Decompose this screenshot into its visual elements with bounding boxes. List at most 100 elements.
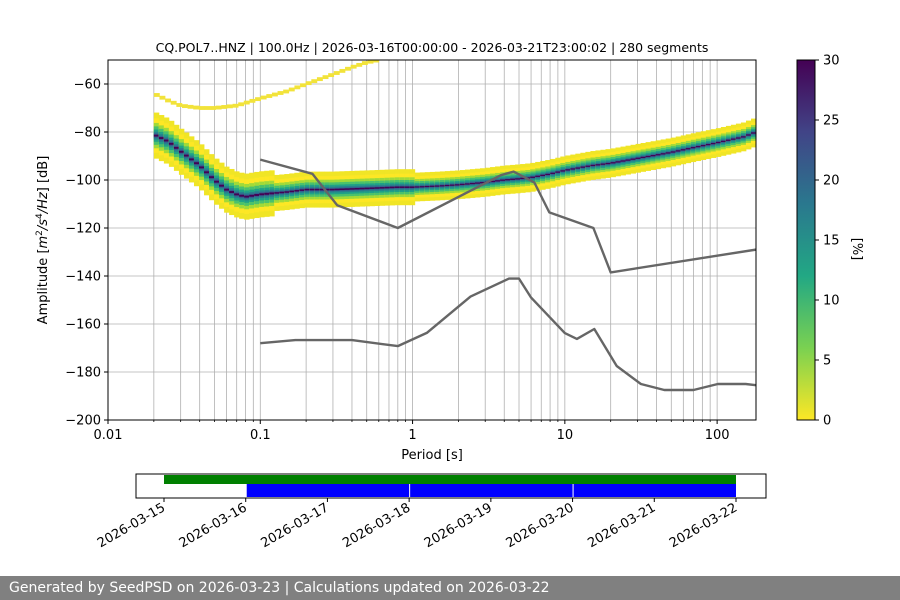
colorbar-tick-label: 10 [823,294,840,309]
heatmap-cell [269,192,275,195]
heatmap-cell [495,180,501,182]
heatmap-cell [339,188,345,191]
heatmap-cell [266,94,273,98]
heatmap-cell [424,185,431,188]
heatmap-cell [505,179,511,181]
heatmap-cell [429,185,436,187]
heatmap-cell [520,177,526,180]
heatmap-cell [359,187,365,190]
heatmap-cell [319,188,325,191]
heatmap-cell [328,73,335,78]
heatmap-cell [685,148,692,150]
y-tick-label: −120 [65,222,101,237]
heatmap-cell [670,151,677,153]
heatmap-cell [469,182,476,185]
heatmap-cell [735,137,742,139]
heatmap-cell [625,159,631,161]
availability-bar [164,475,736,484]
heatmap-cell [181,104,188,109]
x-axis-label: Period [s] [401,448,463,463]
heatmap-cell [715,141,722,144]
heatmap-cell [570,168,576,170]
heatmap-cell [585,165,591,167]
timeline-tick-label: 2026-03-19 [422,500,495,551]
heatmap-cell [545,173,551,176]
heatmap-cell [283,89,290,94]
heatmap-cell [226,104,233,109]
colorbar: 0 5 10 15 20 25 30 [%] [796,54,864,429]
heatmap-cell [170,100,177,105]
heatmap-cell [288,87,295,92]
psd-plot: 0.01 0.1 1 10 100 −200 −180 −160 −140 −120 −100 −8… [35,40,757,463]
heatmap-cell [239,194,245,197]
heatmap-cell [515,178,521,180]
heatmap-cell [449,184,456,186]
heatmap-cell [374,187,381,189]
heatmap-cell [333,71,340,75]
heatmap-cell [158,137,165,140]
heatmap-cell [605,162,611,165]
heatmap-cell [232,103,239,108]
heatmap-cell [193,162,200,165]
heatmap-cell [705,143,712,146]
heatmap-cell [183,154,190,157]
heatmap-cell [530,176,536,178]
heatmap-cell [168,142,175,145]
colorbar-ticks: 0 5 10 15 20 25 30 [815,54,840,429]
heatmap-cell [204,171,210,174]
y-tick-label: −180 [65,366,101,381]
heatmap-cell [249,98,256,103]
heatmap-cell [311,79,318,84]
heatmap-cell [750,132,756,134]
heatmap-cell [540,174,546,176]
heatmap-cell [356,62,363,67]
heatmap-cell [555,171,561,173]
heatmap-cell [745,134,752,136]
heatmap-cell [373,60,380,63]
heatmap-cell [361,61,368,65]
heatmap-cell [259,193,265,196]
heatmap-cell [600,163,606,165]
heatmap-cell [630,158,636,160]
heatmap-cell [249,194,255,197]
heatmap-cell [414,186,421,188]
footer-status: Generated by SeedPSD on 2026-03-23 | Cal… [0,576,900,600]
heatmap-cell [304,188,310,191]
heatmap-cell [163,139,170,142]
heatmap-cell [193,105,200,110]
heatmap-cell [284,191,290,193]
heatmap-cell [367,60,374,64]
heatmap-cell [339,68,346,73]
heatmap-cell [255,97,261,102]
heatmap-cell [188,158,195,161]
heatmap-cell [580,166,586,168]
heatmap-cell [224,188,230,191]
heatmap-cell [214,180,220,183]
heatmap-cell [710,142,717,145]
heatmap-cell [279,191,285,194]
heatmap-cell [720,140,727,143]
heatmap-cell [274,192,280,194]
colorbar-tick-label: 20 [823,174,840,189]
heatmap-cell [590,164,596,167]
x-tick-label: 0.1 [250,428,271,443]
noise-model-nhnm [259,158,756,274]
heatmap-cell [500,179,506,181]
heatmap-cell [210,106,216,110]
heatmap-cell [294,190,300,192]
heatmap-cell [199,166,205,169]
heatmap-cell [680,149,687,151]
processed-bar [573,484,736,497]
heatmap-cell [444,184,451,187]
y-axis-label: Amplitude [m2/s4/Hz] [dB] [35,156,51,325]
heatmap-cell [165,98,172,103]
heatmap-cell [439,185,446,187]
colorbar-tick-label: 15 [823,234,840,249]
heatmap-cell [243,100,250,105]
heatmap-cell [675,150,682,152]
heatmap-cell [219,184,225,187]
grid-lines [108,60,756,420]
heatmap-cell [221,105,228,109]
timeline-tick-label: 2026-03-20 [504,500,577,551]
heatmap-cell [153,134,160,137]
